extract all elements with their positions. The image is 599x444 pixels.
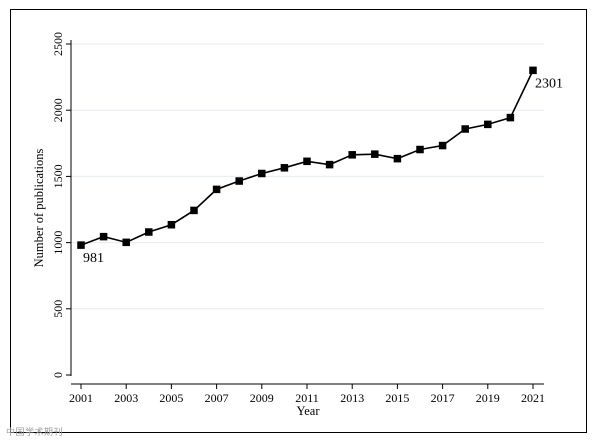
axes — [70, 40, 544, 385]
y-tick-label: 0 — [51, 372, 65, 378]
data-point-marker — [99, 232, 108, 241]
x-ticks: 2001 2003 2005 2007 2009 2011 2013 2015 2017 2019… — [69, 384, 545, 405]
x-tick-label: 2009 — [250, 391, 274, 405]
data-label: 2301 — [535, 76, 563, 91]
data-point-marker — [280, 164, 289, 172]
data-point-marker — [529, 66, 537, 75]
x-tick-label: 2011 — [295, 391, 319, 405]
data-point-marker — [371, 150, 379, 158]
data-point-marker — [212, 185, 221, 194]
data-point-marker — [438, 141, 447, 150]
y-tick-label: 1000 — [51, 231, 65, 255]
data-point-marker — [235, 177, 243, 185]
annotations: 981 2301 — [83, 76, 563, 266]
gridlines — [71, 43, 544, 310]
data-point-marker — [303, 157, 311, 166]
data-point-marker — [77, 241, 85, 249]
y-tick-label: 2500 — [51, 32, 65, 56]
x-tick-label: 2005 — [159, 391, 183, 405]
x-tick-label: 2003 — [114, 391, 138, 405]
data-point-marker — [325, 160, 334, 169]
y-tick-label: 2000 — [51, 98, 65, 122]
data-point-marker — [145, 228, 153, 236]
watermark-text: 中国学术期刊 — [6, 428, 64, 438]
y-tick-label: 500 — [51, 300, 65, 318]
series-markers — [77, 66, 537, 249]
data-point-marker — [461, 125, 469, 133]
data-point-marker — [484, 120, 492, 129]
x-tick-label: 2015 — [385, 391, 409, 405]
x-tick-label: 2017 — [431, 391, 455, 405]
data-point-marker — [506, 113, 515, 122]
data-point-marker — [348, 151, 356, 159]
y-axis-title: Number of publications — [32, 149, 46, 268]
x-tick-label: 2013 — [340, 391, 364, 405]
data-point-marker — [393, 154, 402, 163]
data-point-marker — [258, 169, 266, 178]
x-tick-label: 2001 — [69, 391, 93, 405]
x-tick-label: 2019 — [476, 391, 500, 405]
data-point-marker — [122, 238, 130, 247]
x-tick-label: 2007 — [205, 391, 229, 405]
data-point-marker — [416, 145, 424, 154]
data-label: 981 — [83, 251, 104, 266]
y-ticks: 0 500 1000 1500 2000 2500 — [51, 32, 71, 378]
data-point-marker — [167, 220, 176, 229]
chart-frame — [10, 9, 587, 433]
data-point-marker — [190, 206, 198, 215]
x-tick-label: 2021 — [521, 391, 545, 405]
x-axis-title: Year — [296, 404, 320, 418]
y-tick-label: 1500 — [51, 164, 65, 188]
